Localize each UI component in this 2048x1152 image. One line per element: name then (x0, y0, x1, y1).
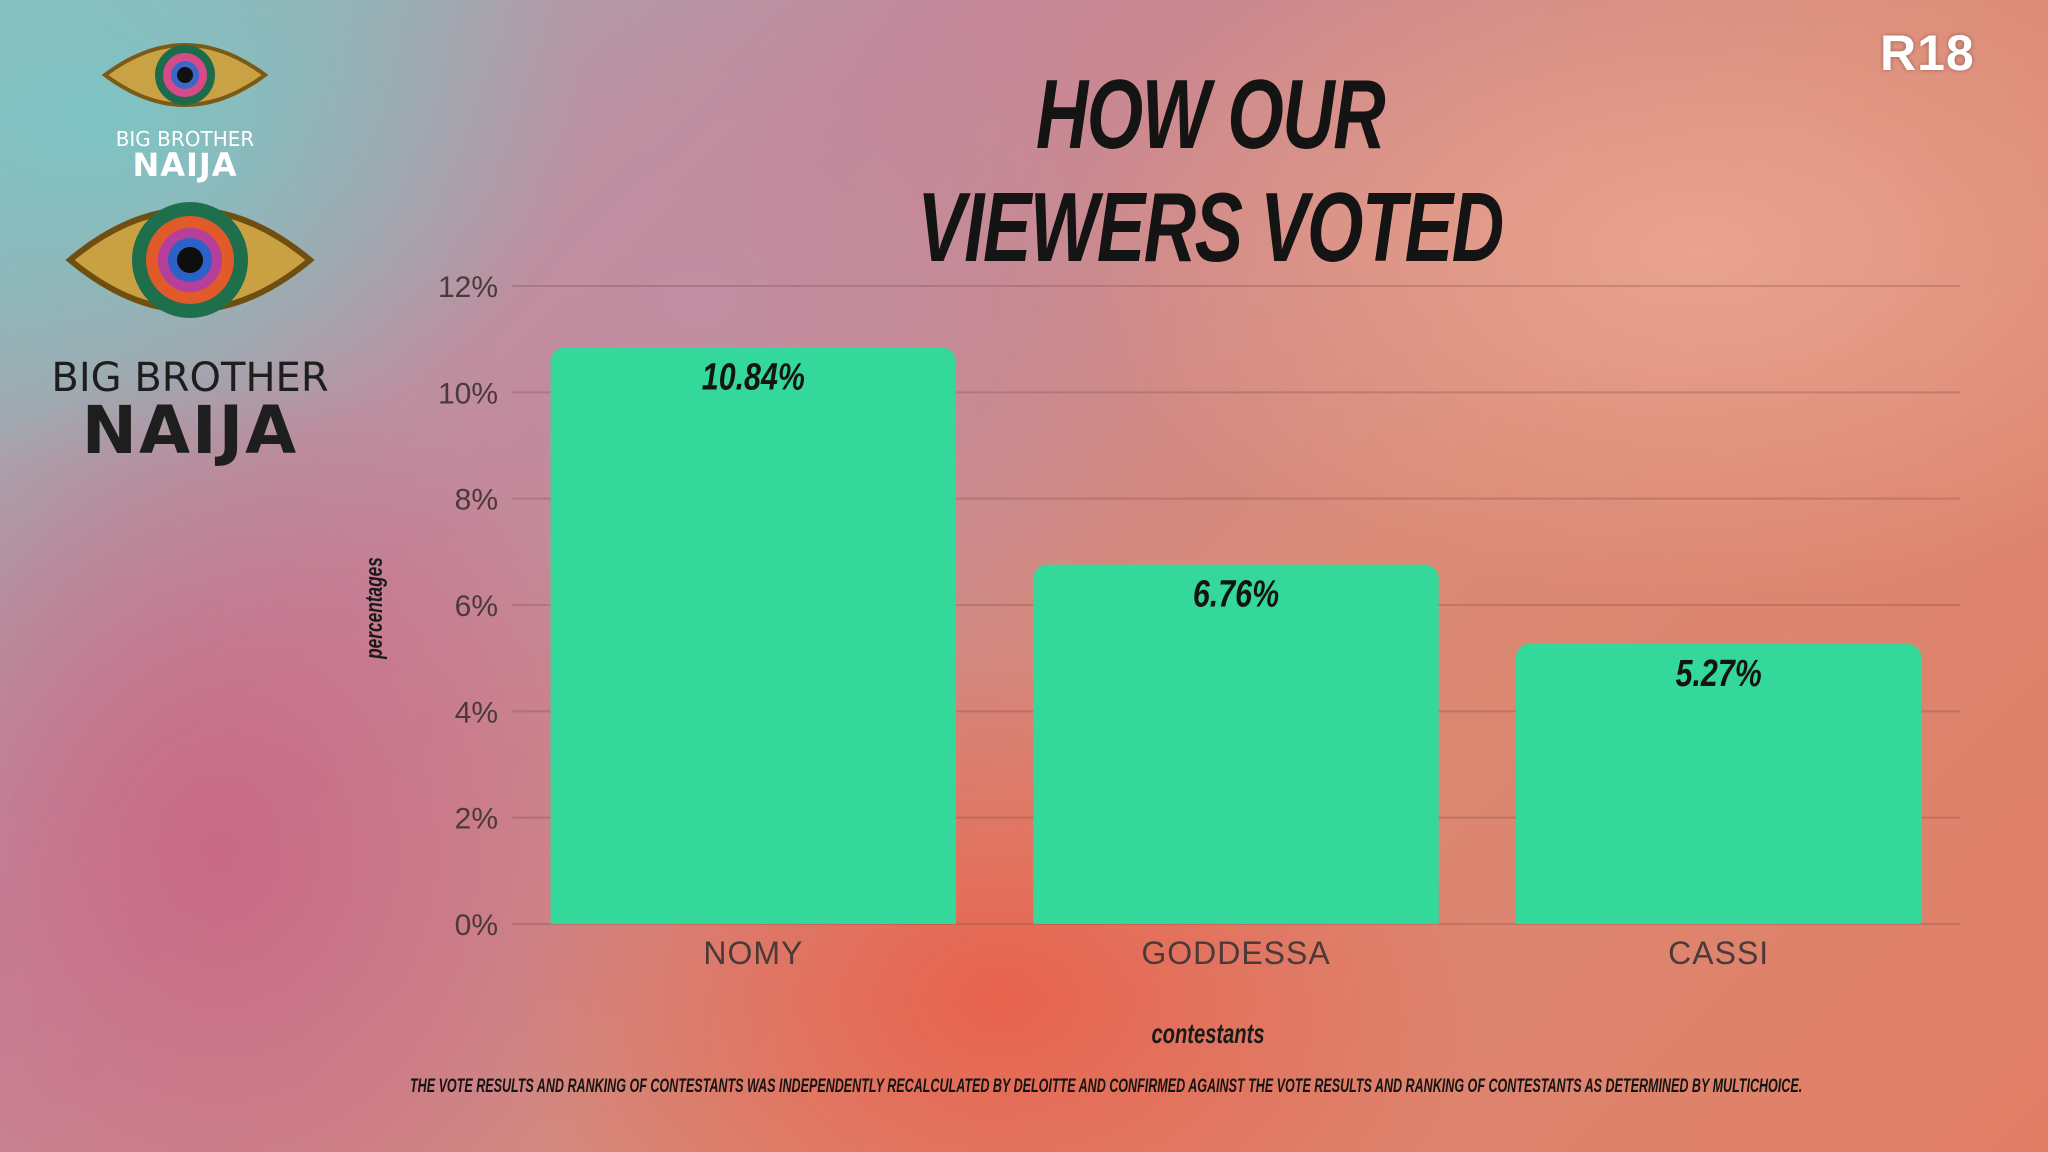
y-tick-labels: 0% 2% 4% 6% 8% 10% 12% (438, 271, 498, 942)
disclaimer-text: THE VOTE RESULTS AND RANKING OF CONTESTA… (410, 1076, 1803, 1097)
data-label: 5.27% (1676, 653, 1762, 695)
show-logo-small: BIG BROTHER NAIJA (100, 30, 270, 181)
y-tick-label: 6% (455, 590, 498, 623)
chart-title: HOW OUR VIEWERS VOTED (917, 59, 1504, 282)
y-tick-label: 4% (455, 696, 498, 729)
logo-line-2: NAIJA (132, 146, 238, 184)
x-tick-label: CASSI (1668, 935, 1769, 971)
x-tick-labels: NOMY GODDESSA CASSI (703, 935, 1769, 971)
bar-cassi (1515, 643, 1922, 924)
x-axis-label: contestants (1151, 1019, 1264, 1050)
logo-line-1: BIG BROTHER (115, 127, 255, 151)
data-label: 10.84% (702, 357, 805, 399)
bar-base (550, 908, 957, 924)
y-tick-label: 10% (438, 377, 498, 410)
bar-base (1515, 908, 1922, 924)
bar-nomy (550, 347, 957, 924)
bar-goddessa (1033, 564, 1439, 924)
x-tick-label: NOMY (703, 935, 803, 971)
bars (550, 347, 1922, 924)
x-tick-label: GODDESSA (1141, 935, 1330, 971)
data-labels: 10.84% 6.76% 5.27% (702, 357, 1762, 695)
age-rating-badge: R18 (1880, 25, 1975, 81)
logo-line-1: BIG BROTHER (51, 355, 329, 401)
y-tick-label: 12% (438, 271, 498, 304)
data-label: 6.76% (1193, 573, 1279, 615)
y-tick-label: 8% (455, 484, 498, 517)
y-axis-label: percentages (361, 557, 387, 660)
y-tick-label: 2% (455, 803, 498, 836)
y-tick-label: 0% (455, 909, 498, 942)
show-logo-large: BIG BROTHER NAIJA (40, 180, 340, 464)
eye-icon (101, 43, 269, 107)
eye-icon (65, 202, 315, 318)
logo-line-2: NAIJA (81, 392, 299, 469)
bar-base (1033, 908, 1439, 924)
